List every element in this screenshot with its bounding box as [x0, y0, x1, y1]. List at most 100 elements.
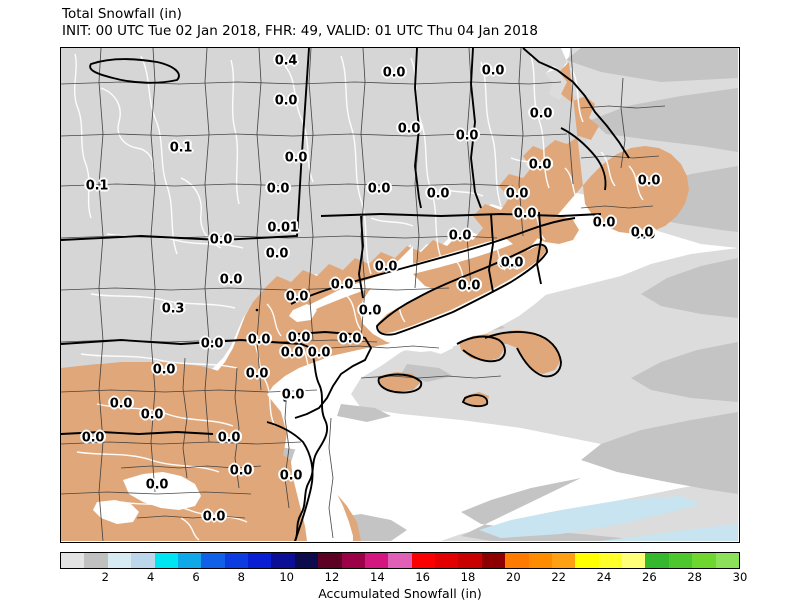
snowfall-value-label: 0.0 — [637, 173, 661, 189]
colorbar-segment — [318, 553, 342, 568]
colorbar-tick-label: 8 — [237, 570, 245, 584]
colorbar-segment — [248, 553, 272, 568]
colorbar-tick-label: 18 — [460, 570, 476, 584]
colorbar-tick-label: 24 — [596, 570, 612, 584]
snowfall-value-label: 0.0 — [81, 430, 105, 446]
snowfall-value-label: 0.1 — [85, 178, 109, 194]
snowfall-value-label: 0.0 — [397, 121, 421, 137]
colorbar-segment — [154, 553, 178, 568]
colorbar-ticks: 2 4 6 8 10 12 14 16 18 20 22 24 26 28 30 — [60, 569, 748, 585]
snowfall-value-label: 0.0 — [448, 228, 472, 244]
colorbar-segment — [715, 553, 739, 568]
snowfall-value-label: 0.4 — [274, 53, 298, 69]
colorbar-tick-label: 2 — [101, 570, 109, 584]
colorbar-segment — [271, 553, 295, 568]
snowfall-value-label: 0.0 — [528, 157, 552, 173]
state-boundaries — [61, 48, 630, 541]
page-subtitle: INIT: 00 UTC Tue 02 Jan 2018, FHR: 49, V… — [62, 23, 538, 39]
snowfall-value-label: 0.0 — [457, 278, 481, 294]
snowfall-value-label: 0.0 — [265, 246, 289, 262]
colorbar-segment — [177, 553, 202, 568]
colorbar-segment — [622, 553, 646, 568]
colorbar-segment — [411, 553, 435, 568]
colorbar-tick-label: 20 — [506, 570, 521, 584]
snowfall-value-label: 0.0 — [513, 206, 537, 222]
colorbar-segment — [61, 553, 85, 568]
colorbar-segment — [575, 553, 599, 568]
snowfall-value-label: 0.0 — [455, 128, 479, 144]
colorbar-segment — [528, 553, 552, 568]
colorbar-segment — [107, 553, 132, 568]
snowfall-value-label: 0.0 — [219, 272, 243, 288]
snowfall-value-label: 0.0 — [630, 225, 654, 241]
colorbar-tick-label: 28 — [687, 570, 702, 584]
water-cutouts — [93, 238, 513, 541]
map-frame: 0.4 0.0 0.0 0.0 0.0 0.1 0.0 0.0 0.0 0.0 0.1 0.0 0.0 0… — [60, 47, 740, 543]
colorbar-gradient-icon — [60, 552, 740, 569]
title-block: Total Snowfall (in) INIT: 00 UTC Tue 02 … — [62, 6, 762, 40]
colorbar-tick-label: 4 — [146, 570, 155, 584]
snowfall-value-label: 0.0 — [200, 336, 224, 352]
colorbar-tick-label: 12 — [324, 570, 340, 584]
colorbar-segment — [692, 553, 716, 568]
map-canvas: 0.4 0.0 0.0 0.0 0.0 0.1 0.0 0.0 0.0 0.0 0.1 0.0 0.0 0… — [61, 48, 739, 542]
snowfall-value-label: 0.0 — [152, 362, 176, 378]
snowfall-value-label: 0.3 — [161, 301, 185, 317]
snowfall-value-label: 0.0 — [280, 345, 304, 361]
snowfall-value-label: 0.0 — [202, 509, 226, 525]
snowfall-value-label: 0.0 — [281, 387, 305, 403]
colorbar-tick-label: 22 — [551, 570, 566, 584]
snowfall-value-label: 0.0 — [145, 477, 169, 493]
snowfall-value-label: 0.0 — [426, 186, 450, 202]
snowfall-value-label: 0.0 — [374, 259, 398, 275]
snowfall-value-label: 0.0 — [247, 332, 271, 348]
colorbar-tick-label: 14 — [370, 570, 385, 584]
small-islands — [255, 264, 381, 402]
colorbar-block: 2 4 6 8 10 12 14 16 18 20 22 24 26 28 30 Accumulated S… — [60, 552, 748, 601]
colorbar-tick-label: 6 — [192, 570, 200, 584]
snowfall-value-label: 0.0 — [330, 277, 354, 293]
snowfall-value-label: 0.0 — [592, 215, 616, 231]
snowfall-value-label: 0.0 — [481, 63, 505, 79]
snowfall-value-label: 0.0 — [338, 331, 362, 347]
colorbar-segment — [224, 553, 248, 568]
colorbar-segment — [668, 553, 693, 568]
snowfall-value-label: 0.1 — [169, 140, 193, 156]
snowfall-value-label: 0.0 — [287, 330, 311, 346]
colorbar-segment — [435, 553, 459, 568]
colorbar-tick-label: 16 — [415, 570, 430, 584]
colorbar-segment — [84, 553, 108, 568]
snowfall-value-label: 0.0 — [367, 181, 391, 197]
colorbar-tick-label: 10 — [279, 570, 294, 584]
colorbar-segment — [364, 553, 389, 568]
colorbar-segment — [645, 553, 669, 568]
colorbar-segment — [201, 553, 225, 568]
colorbar-segment — [505, 553, 529, 568]
colorbar-segment — [458, 553, 482, 568]
snowfall-value-label: 0.0 — [498, 256, 522, 272]
snowfall-value-label: 0.0 — [209, 232, 233, 248]
snowfall-value-label: 0.0 — [266, 181, 290, 197]
colorbar-segment — [551, 553, 576, 568]
colorbar-tick-label: 26 — [642, 570, 657, 584]
snowfall-value-label: 0.0 — [505, 186, 529, 202]
colorbar-segment — [481, 553, 506, 568]
snowfall-value-label: 0.0 — [382, 65, 406, 81]
snowfall-value-label: 0.0 — [307, 345, 331, 361]
colorbar-segment — [388, 553, 412, 568]
snowfall-band-tan — [61, 62, 689, 541]
snowfall-value-label: 0.0 — [500, 255, 524, 271]
snowfall-value-label: 0.0 — [284, 150, 308, 166]
colorbar-segment — [294, 553, 319, 568]
colorbar-segment — [598, 553, 622, 568]
page-title: Total Snowfall (in) — [62, 6, 182, 22]
snowfall-value-label: 0.0 — [529, 106, 553, 122]
snowfall-value-label: 0.0 — [245, 366, 269, 382]
snowfall-value-label: 0.0 — [632, 227, 656, 243]
snowfall-value-label: 0.0 — [274, 93, 298, 109]
snowfall-value-label: 0.0 — [140, 407, 164, 423]
colorbar-axis-label: Accumulated Snowfall (in) — [318, 586, 482, 601]
snowfall-value-label: 0.0 — [285, 289, 309, 305]
colorbar-tick-label: 30 — [732, 570, 748, 584]
